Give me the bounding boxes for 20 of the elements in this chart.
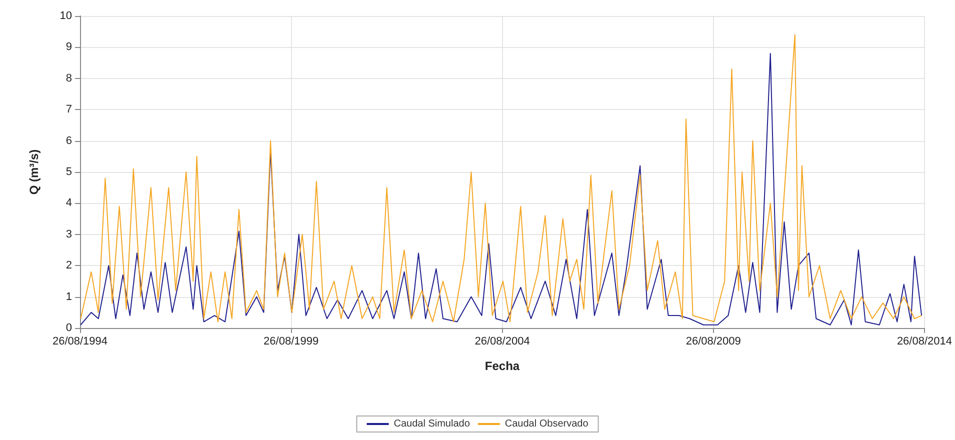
- y-tick-label: 10: [60, 10, 72, 22]
- legend-label: Caudal Simulado: [394, 418, 470, 430]
- y-tick-label: 9: [66, 41, 72, 54]
- y-tick-label: 7: [66, 104, 72, 116]
- y-tick-label: 1: [66, 290, 72, 303]
- legend-label: Caudal Observado: [504, 418, 589, 430]
- y-tick-label: 5: [66, 166, 72, 178]
- x-tick-label: 26/08/2009: [686, 336, 741, 348]
- x-tick-label: 26/08/2004: [474, 336, 530, 348]
- y-tick-label: 4: [66, 197, 72, 210]
- y-tick-label: 0: [66, 322, 72, 334]
- y-tick-label: 3: [66, 228, 72, 240]
- y-tick-label: 2: [66, 260, 72, 272]
- y-axis-title: Q (m³/s): [27, 149, 41, 195]
- y-tick-label: 6: [66, 134, 72, 147]
- x-tick-label: 26/08/2014: [896, 336, 952, 348]
- y-tick-label: 8: [66, 72, 72, 84]
- x-axis-title: Fecha: [484, 359, 520, 373]
- x-tick-label: 26/08/1999: [264, 336, 319, 348]
- x-tick-label: 26/08/1994: [52, 336, 108, 348]
